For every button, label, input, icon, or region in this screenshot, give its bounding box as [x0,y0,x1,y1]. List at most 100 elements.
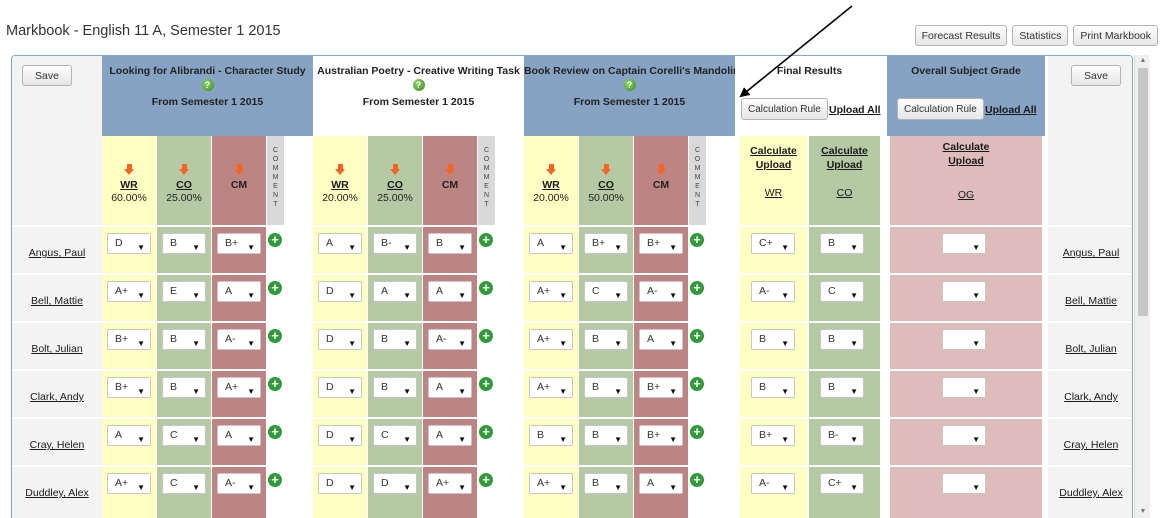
grade-select[interactable]: D ▼ [318,377,362,398]
student-name-right[interactable]: Duddley, Alex [1059,487,1123,499]
add-comment-icon[interactable]: + [268,281,282,295]
grade-select[interactable]: B- ▼ [373,233,417,254]
grade-select[interactable]: A ▼ [217,425,261,446]
grade-select[interactable]: B+ ▼ [107,329,151,350]
grade-select[interactable]: A ▼ [639,473,683,494]
grade-select[interactable]: B+ ▼ [107,377,151,398]
add-comment-icon[interactable]: + [479,233,493,247]
grade-select[interactable]: A+ ▼ [217,377,261,398]
grade-select[interactable]: D ▼ [318,473,362,494]
grade-select[interactable]: B ▼ [428,233,472,254]
grade-select[interactable]: A ▼ [428,425,472,446]
add-comment-icon[interactable]: + [268,425,282,439]
add-comment-icon[interactable]: + [268,473,282,487]
grade-select[interactable]: B ▼ [162,377,206,398]
forecast-results-button[interactable]: Forecast Results [914,25,1008,46]
sort-down-arrow-icon[interactable] [233,164,245,176]
add-comment-icon[interactable]: + [690,473,704,487]
sort-down-arrow-icon[interactable] [334,164,346,176]
help-icon[interactable]: ? [623,79,636,91]
overall-grade-select[interactable]: ▼ [942,329,986,350]
statistics-button[interactable]: Statistics [1012,25,1069,46]
final-grade-select[interactable]: B+ ▼ [751,425,795,446]
grade-select[interactable]: A ▼ [318,233,362,254]
student-name-left[interactable]: Bell, Mattie [31,295,83,307]
sort-down-arrow-icon[interactable] [600,164,612,176]
grade-select[interactable]: B ▼ [584,425,628,446]
student-name-right[interactable]: Cray, Helen [1063,439,1119,451]
sort-down-arrow-icon[interactable] [389,164,401,176]
final-calculate-link[interactable]: Calculate [821,145,868,157]
sort-down-arrow-icon[interactable] [655,164,667,176]
grade-select[interactable]: A+ ▼ [529,329,573,350]
grade-select[interactable]: B ▼ [162,329,206,350]
vertical-scrollbar[interactable]: ▲ ▼ [1134,55,1150,518]
column-code[interactable]: WR [542,179,560,191]
final-upload-all-link[interactable]: Upload All [829,104,881,116]
sort-down-arrow-icon[interactable] [123,164,135,176]
overall-upload-all-link[interactable]: Upload All [985,104,1037,116]
save-button-left[interactable]: Save [22,65,72,86]
scroll-down-icon[interactable]: ▼ [1139,508,1147,515]
grade-select[interactable]: A- ▼ [217,329,261,350]
final-grade-select[interactable]: A- ▼ [751,473,795,494]
student-name-left[interactable]: Duddley, Alex [25,487,89,499]
grade-select[interactable]: B ▼ [373,377,417,398]
sort-down-arrow-icon[interactable] [178,164,190,176]
grade-select[interactable]: A ▼ [529,233,573,254]
add-comment-icon[interactable]: + [268,329,282,343]
grade-select[interactable]: A ▼ [373,281,417,302]
grade-select[interactable]: D ▼ [107,233,151,254]
grade-select[interactable]: B ▼ [373,329,417,350]
grade-select[interactable]: A- ▼ [639,281,683,302]
grade-select[interactable]: A ▼ [217,281,261,302]
grade-select[interactable]: A+ ▼ [529,377,573,398]
grade-select[interactable]: A ▼ [107,425,151,446]
print-markbook-button[interactable]: Print Markbook [1073,25,1158,46]
grade-select[interactable]: B+ ▼ [217,233,261,254]
overall-grade-select[interactable]: ▼ [942,281,986,302]
overall-column-code[interactable]: OG [957,189,975,201]
overall-grade-select[interactable]: ▼ [942,377,986,398]
final-grade-select[interactable]: C ▼ [820,281,864,302]
final-grade-select[interactable]: B ▼ [820,233,864,254]
student-name-right[interactable]: Clark, Andy [1064,391,1118,403]
grade-select[interactable]: B+ ▼ [639,377,683,398]
final-grade-select[interactable]: B ▼ [820,377,864,398]
sort-down-arrow-icon[interactable] [444,164,456,176]
add-comment-icon[interactable]: + [268,233,282,247]
save-button-right[interactable]: Save [1071,65,1121,86]
student-name-left[interactable]: Cray, Helen [29,439,85,451]
student-name-left[interactable]: Clark, Andy [30,391,84,403]
grade-select[interactable]: C ▼ [162,473,206,494]
final-calculation-rule-button[interactable]: Calculation Rule [741,98,828,120]
overall-calculate-link[interactable]: Calculate [942,141,990,153]
add-comment-icon[interactable]: + [690,329,704,343]
final-upload-link[interactable]: Upload [755,159,792,171]
sort-down-arrow-icon[interactable] [545,164,557,176]
final-grade-select[interactable]: B ▼ [820,329,864,350]
grade-select[interactable]: B+ ▼ [639,233,683,254]
add-comment-icon[interactable]: + [690,377,704,391]
grade-select[interactable]: B ▼ [529,425,573,446]
overall-calculation-rule-button[interactable]: Calculation Rule [897,98,984,120]
student-name-right[interactable]: Angus, Paul [1062,247,1120,259]
column-code[interactable]: WR [331,179,349,191]
add-comment-icon[interactable]: + [479,425,493,439]
final-column-code[interactable]: WR [764,187,783,199]
final-grade-select[interactable]: B ▼ [751,329,795,350]
final-grade-select[interactable]: C+ ▼ [820,473,864,494]
student-name-left[interactable]: Angus, Paul [28,247,86,259]
add-comment-icon[interactable]: + [479,377,493,391]
grade-select[interactable]: B ▼ [584,377,628,398]
overall-grade-select[interactable]: ▼ [942,233,986,254]
grade-select[interactable]: A+ ▼ [107,473,151,494]
help-icon[interactable]: ? [201,79,214,91]
grade-select[interactable]: D ▼ [373,473,417,494]
add-comment-icon[interactable]: + [690,425,704,439]
grade-select[interactable]: A ▼ [639,329,683,350]
final-upload-link[interactable]: Upload [826,159,863,171]
scrollbar-thumb[interactable] [1138,68,1148,316]
add-comment-icon[interactable]: + [479,281,493,295]
add-comment-icon[interactable]: + [479,329,493,343]
